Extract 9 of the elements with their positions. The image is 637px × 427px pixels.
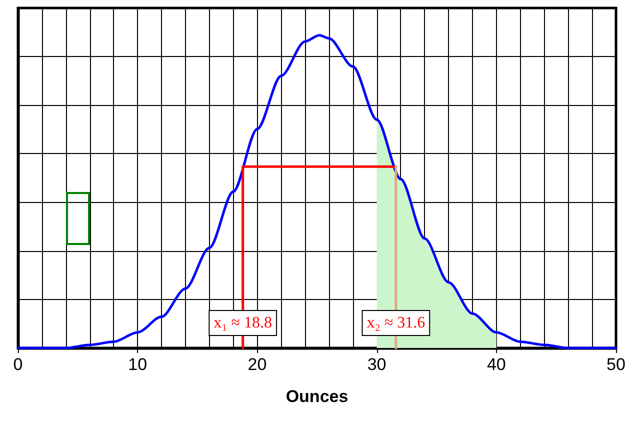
x-tick-label: 40	[486, 355, 506, 374]
x-tick-label: 20	[248, 355, 267, 374]
x-tick-label: 30	[367, 355, 386, 374]
x-tick-label: 10	[128, 355, 148, 374]
x-tick-label: 0	[13, 355, 23, 374]
annotation: x₁ ≈ 18.8	[214, 314, 272, 332]
x-axis-title: Ounces	[286, 387, 348, 406]
annotation: x₂ ≈ 31.6	[366, 314, 426, 332]
x-tick-label: 50	[606, 355, 626, 374]
